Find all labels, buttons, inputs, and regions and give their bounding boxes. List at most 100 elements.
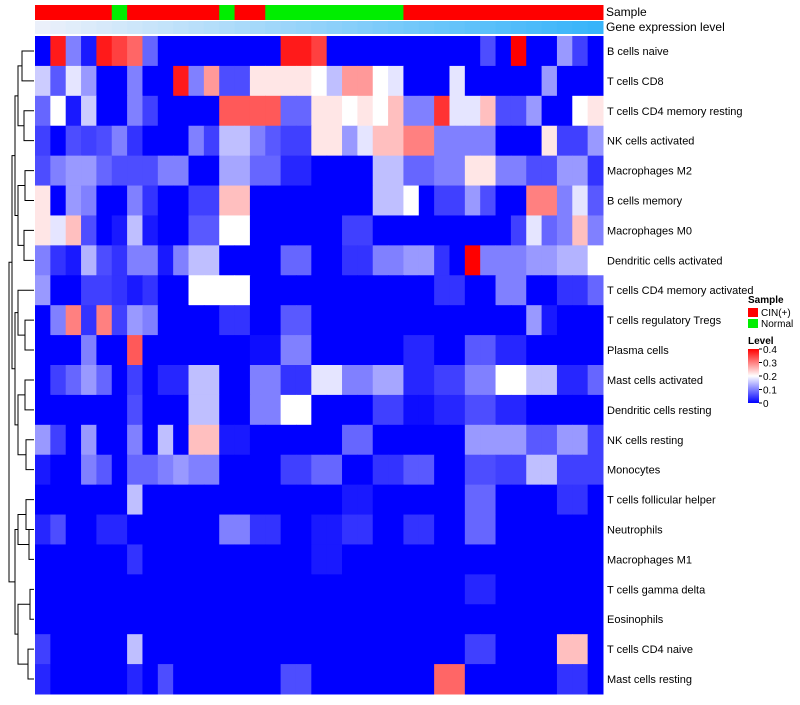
heatmap-cell: [541, 305, 558, 336]
heatmap-cell: [357, 335, 374, 366]
heatmap-cell: [203, 394, 220, 426]
heatmap-cell: [96, 215, 113, 246]
heatmap-cell: [372, 604, 389, 635]
heatmap-cell: [111, 245, 128, 276]
heatmap-cell: [587, 484, 604, 516]
heatmap-cell: [127, 514, 143, 545]
expression-annotation-cell: [541, 21, 558, 34]
heatmap-cell: [81, 454, 97, 486]
heatmap-cell: [572, 424, 589, 456]
expression-annotation-cell: [142, 21, 159, 34]
dendrogram-branch: [28, 529, 34, 560]
heatmap-cell: [418, 634, 435, 665]
heatmap-cell: [464, 544, 481, 575]
heatmap-cell: [295, 155, 312, 187]
heatmap-cell: [280, 125, 297, 157]
heatmap-cell: [388, 394, 404, 426]
heatmap-cell: [111, 454, 128, 486]
heatmap-cell: [326, 125, 343, 157]
heatmap-cell: [587, 604, 604, 635]
heatmap-cell: [326, 514, 343, 545]
heatmap-cell: [342, 125, 358, 157]
heatmap-cell: [526, 454, 543, 486]
heatmap-cell: [510, 394, 527, 426]
heatmap-cell: [157, 544, 174, 575]
heatmap-cell: [388, 424, 404, 456]
heatmap-cell: [388, 275, 404, 306]
heatmap-cell: [495, 335, 512, 366]
heatmap-cell: [35, 275, 51, 306]
sample-annotation-cell: [81, 5, 97, 20]
heatmap-cell: [418, 365, 435, 396]
heatmap-cell: [203, 185, 220, 216]
heatmap-cell: [510, 125, 527, 157]
heatmap-cell: [480, 275, 497, 306]
heatmap-cell: [111, 365, 128, 396]
heatmap-cell: [265, 574, 282, 605]
heatmap-cell: [81, 95, 97, 127]
heatmap-cell: [403, 305, 420, 336]
heatmap-cell: [280, 484, 297, 516]
heatmap-cell: [480, 634, 497, 665]
heatmap-cell: [127, 185, 143, 216]
expression-annotation-cell: [249, 21, 266, 34]
heatmap-cell: [357, 514, 374, 545]
heatmap-cell: [65, 454, 82, 486]
heatmap-cell: [403, 514, 420, 545]
heatmap-cell: [464, 155, 481, 187]
heatmap-cell: [449, 454, 466, 486]
heatmap-cell: [541, 65, 558, 97]
row-label: T cells CD4 memory activated: [607, 285, 754, 297]
heatmap-cell: [111, 634, 128, 665]
heatmap-cell: [203, 245, 220, 276]
heatmap-cell: [311, 275, 328, 306]
heatmap-cell: [587, 365, 604, 396]
heatmap-cell: [265, 454, 282, 486]
heatmap-cell: [372, 125, 389, 157]
heatmap-cell: [234, 634, 251, 665]
heatmap-cell: [357, 454, 374, 486]
heatmap-cell: [587, 95, 604, 127]
heatmap-cell: [311, 95, 328, 127]
expression-annotation-cell: [480, 21, 497, 34]
heatmap-cell: [81, 484, 97, 516]
row-label: Plasma cells: [607, 345, 669, 357]
heatmap-cell: [142, 275, 159, 306]
heatmap-cell: [342, 664, 358, 695]
heatmap-cell: [326, 65, 343, 97]
heatmap-cell: [541, 514, 558, 545]
heatmap-cell: [280, 544, 297, 575]
heatmap-cell: [249, 514, 266, 545]
heatmap-cell: [357, 394, 374, 426]
heatmap-cell: [434, 604, 450, 635]
heatmap-cell: [127, 125, 143, 157]
heatmap-cell: [342, 514, 358, 545]
heatmap-cell: [326, 245, 343, 276]
heatmap-cell: [587, 36, 604, 67]
heatmap-cell: [111, 604, 128, 635]
heatmap-cell: [587, 454, 604, 486]
heatmap-cell: [157, 245, 174, 276]
heatmap-cell: [357, 305, 374, 336]
heatmap-cell: [157, 365, 174, 396]
heatmap-cell: [265, 125, 282, 157]
heatmap-cell: [449, 335, 466, 366]
dendrogram-branch: [8, 261, 15, 583]
sample-annotation-cell: [295, 5, 312, 20]
heatmap-cell: [556, 544, 573, 575]
heatmap-cell: [510, 454, 527, 486]
heatmap-cell: [35, 454, 51, 486]
heatmap-cell: [157, 604, 174, 635]
heatmap-cell: [50, 484, 67, 516]
heatmap-cell: [35, 245, 51, 276]
heatmap-cell: [342, 634, 358, 665]
row-label: NK cells resting: [607, 435, 683, 447]
heatmap-cell: [342, 335, 358, 366]
heatmap-cell: [464, 574, 481, 605]
heatmap-cell: [157, 305, 174, 336]
heatmap-cell: [342, 305, 358, 336]
heatmap-cell: [541, 185, 558, 216]
heatmap-cell: [357, 275, 374, 306]
heatmap-cell: [280, 185, 297, 216]
heatmap-cell: [96, 634, 113, 665]
